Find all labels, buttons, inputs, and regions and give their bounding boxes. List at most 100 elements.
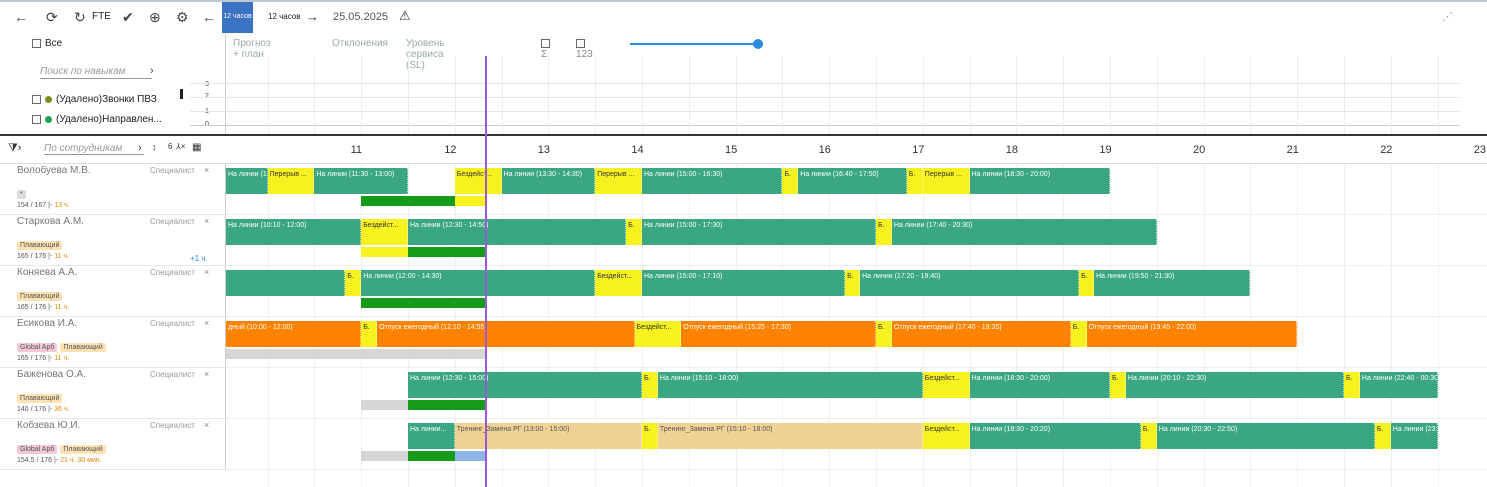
- shift-segment[interactable]: На линии (18:30 - 20:20): [969, 423, 1141, 449]
- shift-segment[interactable]: Бездейст...: [361, 219, 408, 245]
- shift-segment[interactable]: На линии (12:30 - 15:00): [408, 372, 642, 398]
- shift-segment[interactable]: На линии (16:40 - 17:50): [798, 168, 907, 194]
- shift-segment[interactable]: На линии (13:30 - 14:30): [501, 168, 596, 194]
- shift-segment[interactable]: Б.: [1374, 423, 1391, 449]
- back-arrow-icon[interactable]: ←: [14, 9, 28, 25]
- number-checkbox[interactable]: [576, 38, 585, 48]
- employee-card[interactable]: Кобзева Ю.И. Специалист × Global Apб Плав…: [0, 419, 226, 470]
- skill-checkbox[interactable]: [32, 94, 41, 104]
- shift-segment[interactable]: На линии (17:20 - 19:40): [860, 270, 1080, 296]
- filter-icon[interactable]: ⧩›: [8, 142, 22, 154]
- shift-segment[interactable]: Б.: [845, 270, 861, 296]
- shift-segment[interactable]: Б.: [906, 168, 923, 194]
- shift-segment[interactable]: На линии (10:...: [226, 168, 268, 194]
- shift-segment[interactable]: На линии (12:00 - 14:30): [361, 270, 596, 296]
- date-display[interactable]: 25.05.2025: [333, 11, 389, 23]
- employee-card[interactable]: Волобуева М.В. Специалист × * 154 / 167 …: [0, 164, 226, 215]
- shift-segment[interactable]: Бездейст...: [634, 321, 682, 347]
- employee-name[interactable]: Есикова И.А.: [17, 318, 78, 329]
- select-all[interactable]: Все: [32, 38, 62, 49]
- shift-segment[interactable]: На линии (20:30 - 22:50): [1156, 423, 1375, 449]
- shift-segment[interactable]: На линии (15:00 - 17:10): [642, 270, 846, 296]
- shift-segment[interactable]: Б.: [1079, 270, 1095, 296]
- shift-segment[interactable]: Перерыв ...: [922, 168, 970, 194]
- tab-forecast[interactable]: Прогноз + план: [233, 38, 271, 60]
- skill-item[interactable]: (Удалено)Направлен...: [32, 114, 162, 125]
- employee-search-input[interactable]: По сотрудникам: [44, 143, 144, 155]
- refresh-icon[interactable]: ⟳: [46, 9, 58, 25]
- employee-card[interactable]: Баженова О.А. Специалист × Плавающий 140…: [0, 368, 226, 419]
- shift-segment[interactable]: На линии (12:30 - 14:50): [408, 219, 627, 245]
- employee-name[interactable]: Кобзева Ю.И.: [17, 420, 81, 431]
- zoom-slider-knob[interactable]: [753, 39, 763, 49]
- active-scale-badge[interactable]: 12 часов: [222, 2, 253, 33]
- shift-segment[interactable]: На линии (19:50 - 21:30): [1094, 270, 1251, 296]
- shift-segment[interactable]: Отпуск ежегодный (19:45 - 22:00): [1086, 321, 1298, 347]
- sort-count[interactable]: 6: [168, 142, 173, 151]
- shift-segment[interactable]: Перерыв ...: [267, 168, 315, 194]
- tab-deviations[interactable]: Отклонения: [332, 38, 388, 49]
- shift-segment[interactable]: Отпуск ежегодный (12:10 - 14:55): [377, 321, 635, 347]
- shift-segment[interactable]: На линии (23:00 - 00:30): [1390, 423, 1438, 449]
- remove-icon[interactable]: ×: [204, 420, 210, 430]
- settings-icon[interactable]: ⚙: [176, 9, 189, 25]
- shift-segment[interactable]: Б.: [1140, 423, 1157, 449]
- number-toggle[interactable]: 123: [576, 38, 593, 60]
- hours-scale[interactable]: 12 часов: [268, 12, 301, 21]
- shift-segment[interactable]: Отпуск ежегодный (15:25 - 17:30): [681, 321, 876, 347]
- employee-name[interactable]: Волобуева М.В.: [17, 165, 91, 176]
- shift-segment[interactable]: Б.: [876, 219, 892, 245]
- select-all-checkbox[interactable]: [32, 38, 41, 48]
- remove-icon[interactable]: ×: [204, 267, 210, 277]
- zoom-slider-track[interactable]: [630, 43, 758, 45]
- remove-icon[interactable]: ×: [204, 216, 210, 226]
- next-arrow-icon[interactable]: →: [306, 9, 319, 24]
- employee-name[interactable]: Старкова А.М.: [17, 216, 84, 227]
- fte-label[interactable]: FTE: [92, 11, 111, 22]
- shift-segment[interactable]: На линии (22:40 - 00:30): [1359, 372, 1438, 398]
- shift-segment[interactable]: Б.: [1344, 372, 1360, 398]
- reload-icon[interactable]: ↻: [74, 9, 86, 25]
- shift-segment[interactable]: дный (10:00 - 12:00): [226, 321, 362, 347]
- scrollbar-thumb[interactable]: [180, 89, 183, 99]
- shift-segment[interactable]: На линии (18:30 - 20:00): [969, 372, 1110, 398]
- shift-segment[interactable]: Перерыв ...: [595, 168, 642, 194]
- shift-segment[interactable]: Отпуск ежегодный (17:40 - 19:35): [891, 321, 1071, 347]
- shift-segment[interactable]: Б.: [1110, 372, 1126, 398]
- shift-segment[interactable]: Б.: [1070, 321, 1087, 347]
- skill-checkbox[interactable]: [32, 114, 41, 124]
- shift-segment[interactable]: На линии (11:30 - 13:00): [314, 168, 408, 194]
- clear-filter-icon[interactable]: ⅄×: [176, 142, 186, 151]
- shift-segment[interactable]: Бездейст...: [922, 423, 970, 449]
- sort-icon[interactable]: ↕: [152, 142, 157, 152]
- skill-item[interactable]: (Удалено)Звонки ПВЗ: [32, 94, 157, 105]
- sigma-toggle[interactable]: Σ: [541, 38, 554, 60]
- shift-segment[interactable]: Тренинг_Замена РГ (15:10 - 18:00): [657, 423, 923, 449]
- calendar-icon[interactable]: ▦: [192, 142, 202, 153]
- warning-icon[interactable]: ⚠: [399, 8, 411, 23]
- remove-icon[interactable]: ×: [204, 369, 210, 379]
- shift-segment[interactable]: Б.: [361, 321, 378, 347]
- check-badge-icon[interactable]: ✔: [122, 9, 134, 25]
- remove-icon[interactable]: ×: [204, 165, 210, 175]
- add-circle-icon[interactable]: ⊕: [149, 9, 161, 25]
- shift-segment[interactable]: На линии (20:10 - 22:30): [1125, 372, 1344, 398]
- shift-segment[interactable]: На линии (15:10 - 18:00): [657, 372, 923, 398]
- shift-segment[interactable]: Б.: [642, 423, 658, 449]
- chevron-right-icon[interactable]: ›: [138, 142, 142, 154]
- shift-segment[interactable]: На линии (15:00 - 17:30): [642, 219, 876, 245]
- shift-segment[interactable]: Бездейст...: [595, 270, 642, 296]
- shift-segment[interactable]: На линии (10:10 - 12:00): [226, 219, 362, 245]
- employee-card[interactable]: Коняева А.А. Специалист × Плавающий 165 …: [0, 266, 226, 317]
- employee-card[interactable]: Старкова А.М. Специалист × Плавающий 165…: [0, 215, 226, 266]
- shift-segment[interactable]: На линии...: [408, 423, 455, 449]
- shift-segment[interactable]: На линии (15:00 - 16:30): [642, 168, 783, 194]
- shift-segment[interactable]: Б.: [782, 168, 799, 194]
- shift-segment[interactable]: Б.: [345, 270, 362, 296]
- shift-segment[interactable]: На линии (18:30 - 20:00): [969, 168, 1110, 194]
- shift-segment[interactable]: Б.: [642, 372, 658, 398]
- shift-segment[interactable]: Бездейст...: [922, 372, 970, 398]
- shift-segment[interactable]: Б.: [626, 219, 642, 245]
- employee-card[interactable]: Есикова И.А. Специалист × Global Apб Плав…: [0, 317, 226, 368]
- skills-search-input[interactable]: Поиск по навыкам: [40, 66, 152, 79]
